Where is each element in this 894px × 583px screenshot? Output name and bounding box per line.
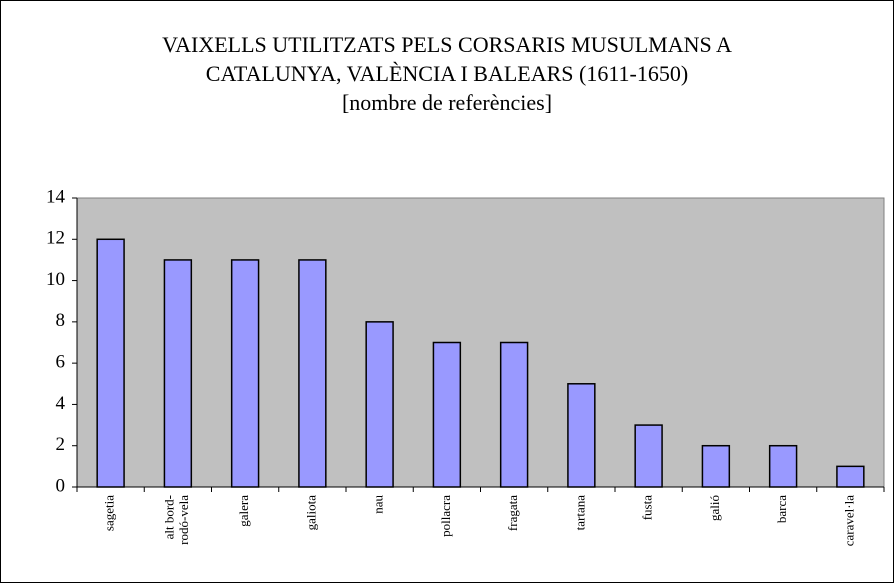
bar — [768, 444, 798, 488]
y-tick-label: 8 — [56, 310, 66, 331]
x-tick-label: pollacra — [438, 495, 453, 537]
x-tick-label: galiota — [303, 495, 318, 531]
y-tick-label: 10 — [46, 269, 65, 290]
x-tick-label: tartana — [572, 495, 587, 531]
x-tick-label: caravel·la — [841, 495, 856, 546]
bar — [836, 465, 865, 488]
bar — [432, 341, 462, 488]
x-tick-label: alt bord-rodó-vela — [162, 495, 191, 545]
bar — [163, 259, 193, 488]
y-tick-label: 0 — [56, 475, 66, 496]
bar — [365, 321, 394, 488]
chart-subtitle: [nombre de referències] — [342, 90, 552, 115]
x-tick-label: barca — [774, 495, 789, 523]
bar — [96, 238, 125, 488]
plot-area — [76, 197, 885, 488]
x-tick-label: fragata — [505, 495, 520, 531]
bar — [567, 383, 596, 488]
x-tick-label: sagetia — [102, 495, 117, 531]
y-tick-label: 12 — [46, 228, 65, 249]
y-tick-label: 6 — [56, 352, 66, 373]
y-tick-label: 14 — [46, 186, 66, 207]
chart-title: CATALUNYA, VALÈNCIA I BALEARS (1611-1650… — [206, 61, 688, 86]
x-tick-label: galió — [707, 495, 722, 521]
bar — [634, 424, 663, 488]
x-tick-label: galera — [236, 495, 251, 527]
bar — [230, 259, 260, 488]
bar — [701, 444, 731, 488]
y-tick-label: 4 — [56, 393, 66, 414]
x-tick-label: nau — [371, 495, 386, 514]
bar — [298, 259, 327, 488]
bar — [499, 341, 529, 488]
x-tick-label: fusta — [640, 495, 655, 521]
y-tick-label: 2 — [56, 434, 66, 455]
chart-title: VAIXELLS UTILITZATS PELS CORSARIS MUSULM… — [162, 32, 732, 57]
